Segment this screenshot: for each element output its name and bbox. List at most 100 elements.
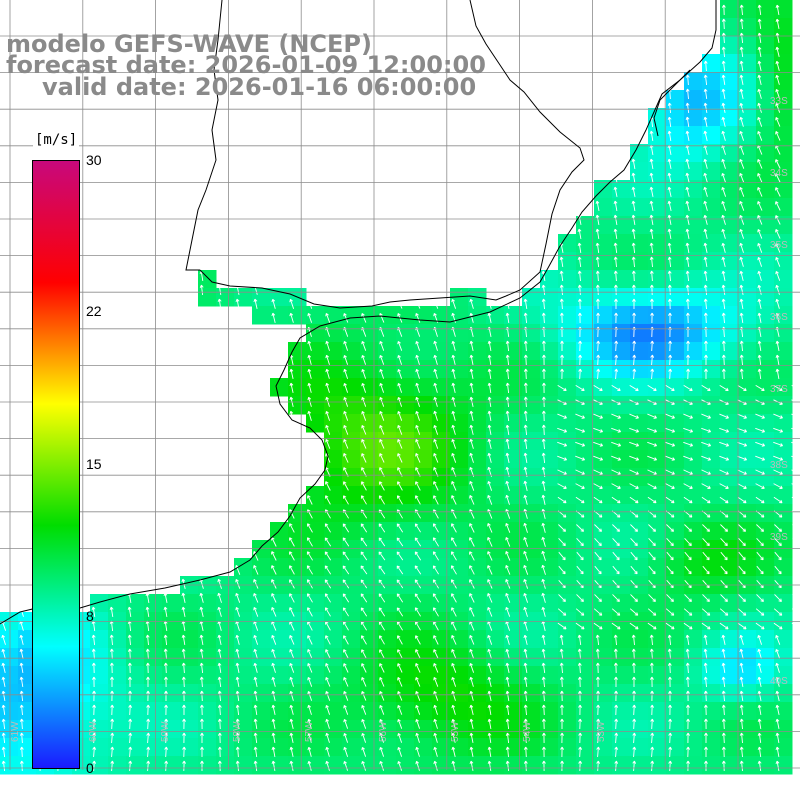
wind-speed-cell	[522, 540, 541, 559]
wind-arrow	[343, 649, 349, 659]
wind-arrow	[343, 424, 349, 435]
wind-speed-cell	[666, 522, 685, 541]
wind-arrow	[487, 732, 492, 743]
wind-speed-cell	[486, 522, 505, 541]
wind-arrow	[791, 455, 800, 461]
wind-arrow	[235, 298, 240, 309]
wind-arrow	[523, 536, 529, 547]
wind-speed-cell	[576, 432, 595, 451]
wind-speed-cell	[738, 558, 757, 577]
wind-arrow	[791, 427, 800, 433]
wind-arrow	[415, 410, 421, 421]
wind-arrow	[739, 704, 744, 716]
wind-arrow	[542, 732, 546, 744]
wind-arrow	[181, 606, 186, 617]
wind-speed-cell	[522, 396, 541, 415]
wind-arrow	[720, 565, 728, 575]
wind-speed-cell	[396, 648, 415, 667]
wind-speed-cell	[666, 630, 685, 649]
wind-speed-cell	[378, 738, 397, 757]
wind-arrow	[505, 718, 510, 730]
wind-arrow	[217, 704, 222, 716]
wind-speed-cell	[324, 324, 343, 343]
wind-arrow	[433, 453, 439, 463]
wind-speed-cell	[540, 414, 559, 433]
wind-arrow	[199, 662, 204, 674]
wind-speed-cell	[414, 720, 433, 739]
wind-speed-cell	[612, 288, 631, 307]
wind-arrow	[451, 690, 456, 701]
wind-arrow	[792, 594, 800, 603]
wind-arrow	[560, 704, 564, 716]
wind-speed-cell	[558, 666, 577, 685]
wind-arrow	[415, 663, 421, 673]
wind-arrow	[487, 593, 493, 603]
wind-speed-cell	[612, 756, 631, 775]
wind-arrow	[235, 746, 240, 758]
wind-speed-cell	[576, 306, 595, 325]
wind-arrow	[649, 214, 654, 225]
wind-speed-cell	[468, 720, 487, 739]
wind-arrow	[559, 284, 564, 296]
wind-speed-cell	[558, 738, 577, 757]
wind-speed-cell	[558, 252, 577, 271]
wind-arrow	[19, 760, 24, 772]
wind-arrow	[701, 455, 712, 461]
wind-speed-cell	[702, 414, 721, 433]
wind-speed-cell	[612, 306, 631, 325]
wind-speed-cell	[162, 684, 181, 703]
wind-arrow	[523, 606, 528, 617]
wind-arrow	[578, 340, 582, 352]
wind-arrow	[614, 662, 618, 674]
wind-speed-cell	[702, 360, 721, 379]
wind-speed-cell	[756, 504, 775, 523]
wind-arrow	[289, 732, 294, 743]
wind-arrow	[683, 469, 693, 475]
wind-arrow	[128, 690, 132, 702]
wind-arrow	[793, 368, 798, 379]
wind-speed-cell	[360, 702, 379, 721]
wind-speed-cell	[666, 270, 685, 289]
wind-speed-cell	[594, 630, 613, 649]
wind-arrow	[414, 593, 422, 603]
wind-arrow	[128, 746, 133, 758]
wind-arrow	[379, 439, 385, 449]
colorbar-tick-22: 22	[86, 303, 102, 319]
wind-arrow	[721, 130, 726, 141]
wind-arrow	[596, 732, 601, 744]
wind-arrow	[415, 368, 420, 379]
wind-speed-cell	[450, 396, 469, 415]
wind-speed-cell	[324, 522, 343, 541]
wind-arrow	[704, 340, 708, 352]
wind-speed-cell	[414, 702, 433, 721]
wind-speed-cell	[342, 702, 361, 721]
wind-speed-cell	[738, 630, 757, 649]
wind-speed-cell	[342, 756, 361, 775]
wind-arrow	[632, 354, 637, 366]
wind-arrow	[704, 704, 708, 716]
wind-arrow	[487, 704, 492, 715]
wind-arrow	[703, 172, 708, 183]
wind-arrow	[596, 340, 601, 352]
wind-speed-cell	[396, 504, 415, 523]
wind-arrow	[289, 312, 294, 323]
wind-arrow	[613, 186, 618, 197]
wind-arrow	[360, 509, 368, 519]
wind-arrow	[576, 551, 584, 561]
wind-arrow	[505, 551, 511, 561]
wind-arrow	[253, 704, 258, 715]
colorbar-units: [m/s]	[33, 132, 80, 148]
wind-arrow	[666, 537, 674, 547]
wind-speed-cell	[630, 378, 649, 397]
wind-arrow	[451, 410, 456, 421]
wind-arrow	[487, 494, 493, 505]
wind-arrow	[578, 732, 583, 744]
wind-speed-cell	[684, 288, 703, 307]
wind-arrow	[451, 718, 456, 729]
wind-arrow	[324, 565, 332, 575]
wind-speed-cell	[666, 468, 685, 487]
wind-arrow	[92, 732, 97, 744]
wind-speed-cell	[306, 360, 325, 379]
wind-speed-cell	[720, 144, 739, 163]
wind-speed-cell	[630, 504, 649, 523]
